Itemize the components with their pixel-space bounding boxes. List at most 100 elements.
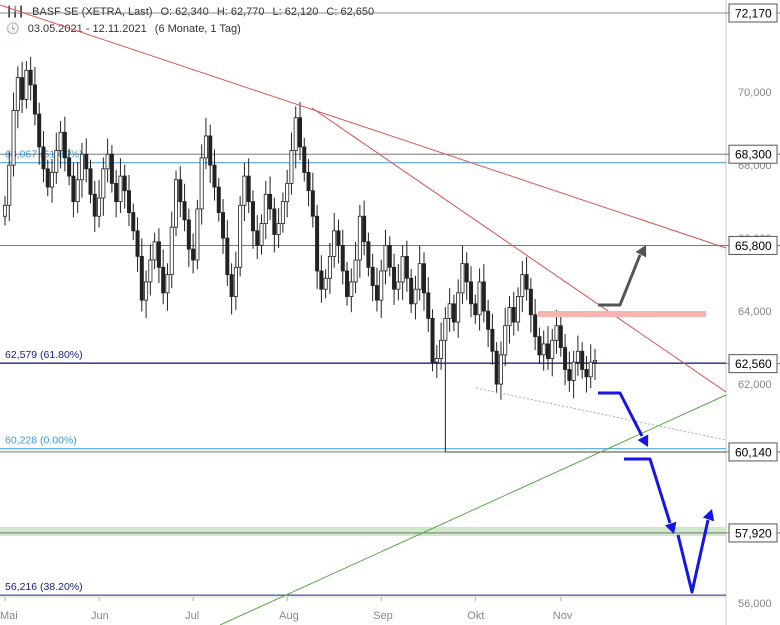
candle-body [268,193,273,210]
candle-body [306,172,311,192]
candle-body [250,201,255,232]
x-tick-label: Jul [185,610,199,622]
period-label: (6 Monate, 1 Tag) [154,23,241,35]
candle-body [336,230,341,246]
candle-body [469,281,474,305]
candle-body [575,350,580,363]
candle-body [571,361,576,381]
high-value: H: 62,770 [216,6,265,18]
price-box [728,523,778,543]
candle-body [404,255,409,279]
candle-body [208,135,213,166]
chart-header: ┃╽┃ BASF SE (XETRA, Last) O: 62,340 H: 62,7… [6,6,382,18]
candle-body [353,259,358,283]
candle-body [131,212,136,232]
candle-body [109,153,114,184]
candle-body [20,77,25,100]
y-tick-label: 64,000 [738,306,772,318]
candle-body [54,150,59,173]
low-value: L: 62,120 [272,6,319,18]
scenario-up-arrow [598,254,642,307]
candle-body [144,281,149,301]
candle-body [242,175,247,206]
candle-body [417,263,422,290]
candle-body [439,339,444,359]
candle-body [490,328,495,352]
candle-body [464,263,469,283]
price-box-label: 65,800 [735,239,772,253]
open-value: O: 62,340 [160,6,209,18]
price-box-label: 57,920 [735,526,772,540]
candle-body [533,314,538,338]
candle-body [447,303,452,319]
x-tick-label: Mai [0,610,18,622]
candle-body [319,270,324,290]
candle-body [276,223,281,235]
candle-body [494,350,499,385]
resistance-zone [538,311,706,318]
candle-body [195,208,200,261]
candle-body [588,361,593,378]
candle-body [413,288,418,305]
candle-body [246,175,251,203]
clock-icon: 🕓 [6,23,20,35]
candle-body [178,179,183,203]
candle-body [32,84,37,115]
arrow-head [664,521,677,534]
candle-body [357,215,362,261]
uptrend-line [219,394,727,625]
candle-body [302,146,307,173]
candle-body [289,150,294,184]
candle-body [15,77,20,111]
long-downtrend-line [0,4,727,249]
candle-body [203,135,208,159]
candle-body [370,266,375,286]
x-tick-label: Okt [467,610,484,622]
price-box [728,354,778,374]
y-tick-label: 56,000 [738,598,772,610]
candle-body [366,241,371,268]
candle-body [421,263,426,294]
candle-body [199,157,204,210]
candle-body [97,197,102,217]
candle-body [550,339,555,359]
candle-body [75,179,80,203]
arrow-head [635,245,647,258]
candle-body [191,248,196,261]
candle-body [345,270,350,297]
candle-body [37,113,42,148]
candle-body [315,215,320,272]
scenario-rebound-arrow [676,519,710,594]
dotted-support-line [475,387,727,441]
chart-subheader: 🕓 03.05.2021 - 12.11.2021 (6 Monate, 1 Tag… [6,22,249,35]
candle-body [567,369,572,381]
candle-body [169,226,174,276]
candle-body [340,245,345,272]
candle-body [477,281,482,316]
arrow-head [702,509,715,522]
candle-body [443,317,448,341]
candle-body [486,310,491,330]
scenario-down-arrow-1 [598,391,644,437]
candle-body [105,153,110,170]
candle-body [233,266,238,297]
candle-body [225,237,230,276]
candle-body [545,343,550,359]
candle-body [122,175,127,192]
candle-body [71,175,76,203]
candle-body [229,274,234,297]
date-range: 03.05.2021 - 12.11.2021 [27,23,147,35]
candle-body [259,223,264,246]
candle-body [28,69,33,86]
fib-label: 60,228 (0.00%) [5,435,77,447]
candle-body [516,296,521,323]
support-zone [0,526,726,536]
candle-body [45,168,50,188]
candle-body [332,230,337,257]
chart-type-icon: ┃╽┃ [6,7,25,18]
price-box-label: 62,560 [735,357,772,371]
price-box [728,3,778,23]
candle-body [558,325,563,348]
candle-body [379,270,384,301]
